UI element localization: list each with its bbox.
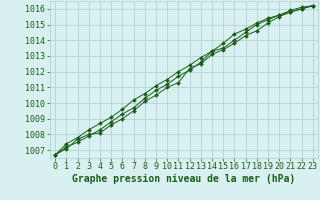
X-axis label: Graphe pression niveau de la mer (hPa): Graphe pression niveau de la mer (hPa) (72, 174, 296, 184)
